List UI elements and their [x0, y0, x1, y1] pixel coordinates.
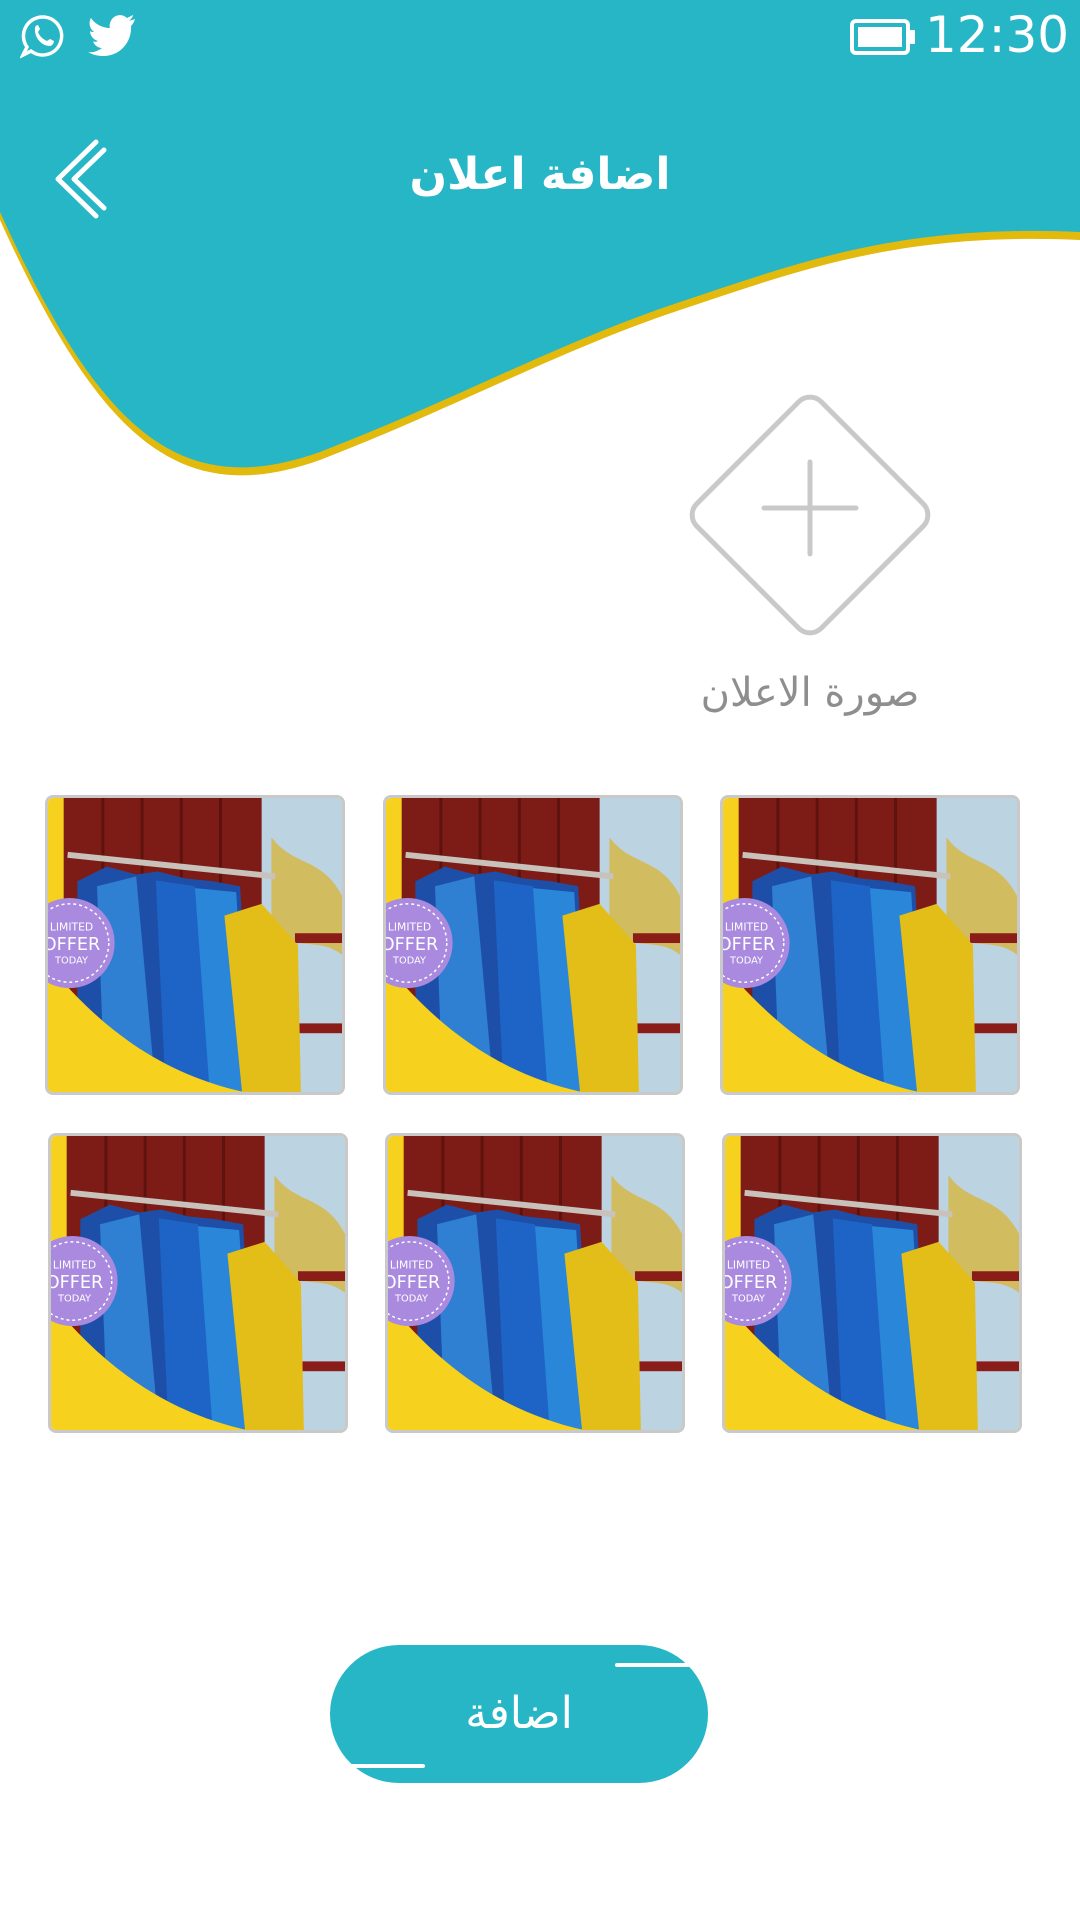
svg-text:OFFER: OFFER	[723, 935, 775, 955]
svg-text:TODAY: TODAY	[57, 1294, 91, 1305]
limited-offer-badge: LIMITED OFFER TODAY	[388, 1235, 455, 1327]
svg-text:LIMITED: LIMITED	[727, 1258, 770, 1271]
svg-text:TODAY: TODAY	[392, 956, 426, 967]
ad-thumbnail[interactable]: LIMITED OFFER TODAY	[722, 1133, 1022, 1433]
limited-offer-badge: LIMITED OFFER TODAY	[51, 1235, 118, 1327]
ad-thumbnail[interactable]: LIMITED OFFER TODAY	[385, 1133, 685, 1433]
limited-offer-badge: LIMITED OFFER TODAY	[725, 1235, 792, 1327]
svg-text:OFFER: OFFER	[388, 1273, 440, 1293]
limited-offer-badge: LIMITED OFFER TODAY	[48, 897, 115, 989]
ad-thumbnail[interactable]: LIMITED OFFER TODAY	[383, 795, 683, 1095]
ad-thumbnail[interactable]: LIMITED OFFER TODAY	[48, 1133, 348, 1433]
svg-text:OFFER: OFFER	[725, 1273, 777, 1293]
svg-text:TODAY: TODAY	[731, 1294, 765, 1305]
ad-thumbnail-image: LIMITED OFFER TODAY	[725, 1136, 1019, 1430]
header-wave-background	[0, 0, 1080, 476]
ad-thumbnail[interactable]: LIMITED OFFER TODAY	[45, 795, 345, 1095]
limited-offer-badge: LIMITED OFFER TODAY	[723, 897, 790, 989]
battery-icon	[850, 19, 915, 55]
twitter-icon	[88, 15, 135, 56]
ad-thumbnail-image: LIMITED OFFER TODAY	[388, 1136, 682, 1430]
svg-text:LIMITED: LIMITED	[53, 1258, 96, 1271]
clock: 12:30	[925, 6, 1070, 64]
svg-text:TODAY: TODAY	[394, 1294, 428, 1305]
status-bar: 12:30	[0, 0, 1080, 70]
add-button[interactable]: اضافة	[330, 1645, 708, 1783]
limited-offer-badge: LIMITED OFFER TODAY	[386, 897, 453, 989]
ad-image-upload[interactable]	[660, 365, 960, 665]
ad-thumbnail-image: LIMITED OFFER TODAY	[386, 798, 680, 1092]
svg-text:LIMITED: LIMITED	[50, 920, 93, 933]
ad-thumbnail-image: LIMITED OFFER TODAY	[723, 798, 1017, 1092]
whatsapp-icon	[20, 15, 64, 59]
plus-icon	[761, 459, 859, 557]
ad-thumbnail[interactable]: LIMITED OFFER TODAY	[720, 795, 1020, 1095]
ad-thumbnail-image: LIMITED OFFER TODAY	[48, 798, 342, 1092]
svg-text:TODAY: TODAY	[54, 956, 88, 967]
page-title: اضافة اعلان	[409, 149, 671, 200]
back-button[interactable]	[52, 138, 112, 220]
svg-text:LIMITED: LIMITED	[390, 1258, 433, 1271]
button-decoration-line	[350, 1764, 425, 1768]
upload-label: صورة الاعلان	[700, 670, 920, 716]
svg-text:LIMITED: LIMITED	[725, 920, 768, 933]
svg-text:OFFER: OFFER	[48, 935, 100, 955]
ad-thumbnail-image: LIMITED OFFER TODAY	[51, 1136, 345, 1430]
svg-text:TODAY: TODAY	[729, 956, 763, 967]
svg-text:OFFER: OFFER	[386, 935, 438, 955]
svg-text:LIMITED: LIMITED	[388, 920, 431, 933]
chevron-left-icon	[55, 139, 99, 219]
button-decoration-line	[615, 1663, 690, 1667]
svg-text:OFFER: OFFER	[51, 1273, 103, 1293]
